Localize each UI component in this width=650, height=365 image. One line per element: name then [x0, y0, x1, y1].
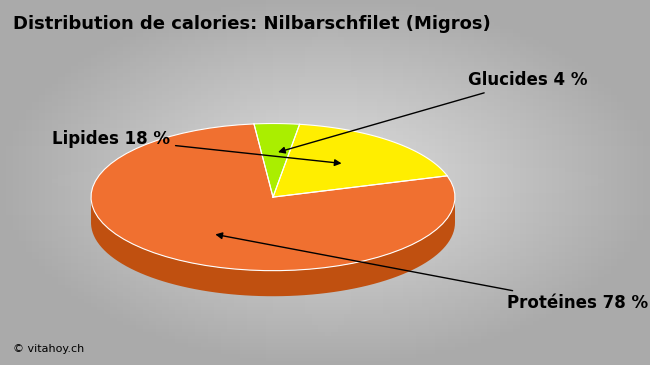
- Text: Distribution de calories: Nilbarschfilet (Migros): Distribution de calories: Nilbarschfilet…: [13, 15, 491, 32]
- Text: Glucides 4 %: Glucides 4 %: [280, 71, 588, 153]
- Text: © vitahoy.ch: © vitahoy.ch: [13, 344, 84, 354]
- Text: Protéines 78 %: Protéines 78 %: [217, 233, 648, 312]
- Text: Lipides 18 %: Lipides 18 %: [52, 130, 340, 165]
- Polygon shape: [91, 124, 455, 270]
- Polygon shape: [273, 124, 447, 197]
- Polygon shape: [254, 123, 300, 197]
- Polygon shape: [91, 197, 455, 296]
